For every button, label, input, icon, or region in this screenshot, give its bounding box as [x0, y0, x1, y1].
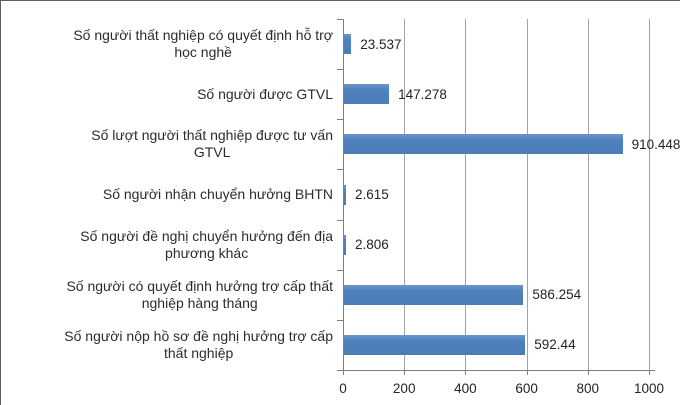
gridline-800 [587, 19, 589, 370]
value-label: 910.448 [631, 136, 680, 152]
category-tick [337, 169, 343, 171]
category-label: Số người đề nghị chuyển hưởng đến địa phư… [7, 220, 333, 270]
category-label: Số người nhận chuyển hưởng BHTN [7, 169, 333, 219]
bar-0 [344, 34, 352, 55]
x-tick-label: 200 [392, 381, 416, 396]
category-label: Số người được GTVL [7, 69, 333, 119]
category-label: Số người nộp hồ sơ đề nghị hưởng trợ cấp… [7, 320, 333, 370]
value-label: 23.537 [360, 36, 402, 52]
category-label-text: Số lượt người thất nghiệp được tư vấn GTV… [91, 127, 333, 161]
category-tick [337, 319, 343, 321]
category-label-text: Số người có quyết định hưởng trợ cấp thấ… [66, 277, 333, 311]
category-label: Số người có quyết định hưởng trợ cấp thấ… [7, 270, 333, 320]
category-tick [337, 119, 343, 121]
category-tick [337, 269, 343, 271]
value-tick [587, 370, 589, 375]
value-tick [343, 370, 344, 375]
category-tick [337, 219, 343, 221]
bar-6 [344, 334, 526, 355]
x-tick-label: 0 [339, 381, 347, 396]
value-tick [526, 370, 528, 375]
category-axis-line [343, 19, 344, 371]
x-tick-label: 400 [454, 381, 477, 396]
category-label-text: Số người nộp hồ sơ đề nghị hưởng trợ cấp… [64, 327, 333, 361]
category-label: Số lượt người thất nghiệp được tư vấn GTV… [7, 119, 333, 169]
bar-2 [344, 134, 623, 155]
value-axis-line [337, 370, 655, 371]
gridline-200 [404, 19, 406, 370]
category-label-text: Số người thất nghiệp có quyết định hỗ tr… [73, 27, 333, 61]
bar-5 [344, 284, 524, 305]
value-label: 592.44 [534, 337, 576, 353]
bar-1 [344, 84, 390, 105]
gridline-400 [465, 19, 467, 370]
category-tick [337, 19, 343, 20]
value-label: 2.615 [355, 186, 389, 202]
category-label-text: Số người nhận chuyển hưởng BHTN [102, 185, 333, 202]
value-label: 586.254 [532, 287, 582, 303]
gridline-600 [526, 19, 528, 370]
category-tick [337, 69, 343, 71]
category-tick [337, 370, 343, 371]
x-tick-label: 800 [576, 381, 600, 396]
category-label-text: Số người được GTVL [197, 85, 333, 102]
category-label: Số người thất nghiệp có quyết định hỗ tr… [7, 19, 333, 69]
value-tick [649, 370, 650, 375]
category-label-text: Số người đề nghị chuyển hưởng đến địa phư… [80, 227, 333, 261]
value-label: 2.806 [355, 237, 389, 253]
x-tick-label: 1000 [633, 381, 665, 396]
x-tick-label: 600 [515, 381, 538, 396]
value-tick [404, 370, 406, 375]
bar-3 [344, 184, 346, 205]
bar-4 [344, 234, 346, 255]
value-label: 147.278 [398, 86, 447, 102]
gridline-1000 [649, 19, 650, 370]
value-tick [465, 370, 467, 375]
